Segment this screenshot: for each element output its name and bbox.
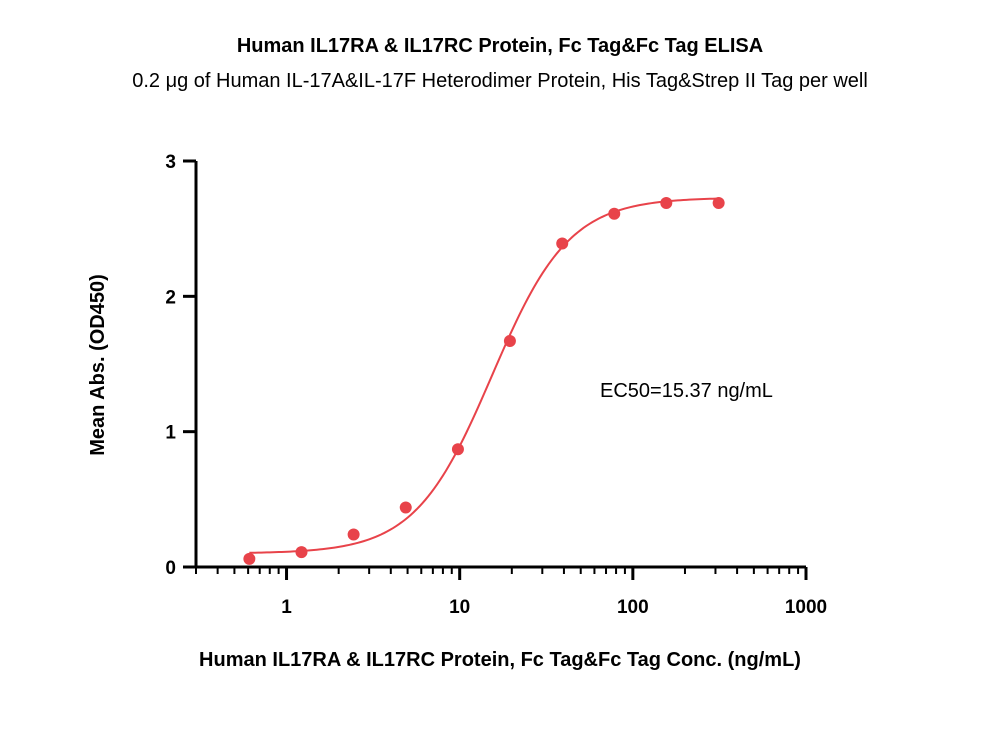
ec50-annotation: EC50=15.37 ng/mL <box>600 380 773 402</box>
data-point <box>451 443 464 456</box>
y-tick-label: 1 <box>165 423 176 444</box>
y-axis-label: Mean Abs. (OD450) <box>87 274 109 456</box>
data-point <box>503 334 516 347</box>
data-point <box>608 207 621 220</box>
y-tick-label: 0 <box>165 558 176 579</box>
data-point <box>712 196 725 209</box>
chart-subtitle: 0.2 μg of Human IL-17A&IL-17F Heterodime… <box>132 70 868 92</box>
data-point <box>295 546 308 559</box>
data-point <box>660 196 673 209</box>
x-tick-label: 100 <box>617 597 649 618</box>
x-tick-label: 1 <box>281 597 292 618</box>
y-tick-label: 3 <box>165 152 176 173</box>
x-axis-label: Human IL17RA & IL17RC Protein, Fc Tag&Fc… <box>199 649 801 671</box>
x-tick-label: 10 <box>449 597 470 618</box>
chart-title: Human IL17RA & IL17RC Protein, Fc Tag&Fc… <box>237 35 763 57</box>
x-tick-label: 1000 <box>785 597 827 618</box>
fit-curve <box>249 197 719 554</box>
data-point <box>347 528 360 541</box>
data-point <box>399 501 412 514</box>
plot-area: 0 1 2 3 1 10 100 1000 <box>165 152 827 618</box>
data-point <box>243 552 256 565</box>
y-tick-label: 2 <box>165 287 176 308</box>
data-point <box>556 237 569 250</box>
